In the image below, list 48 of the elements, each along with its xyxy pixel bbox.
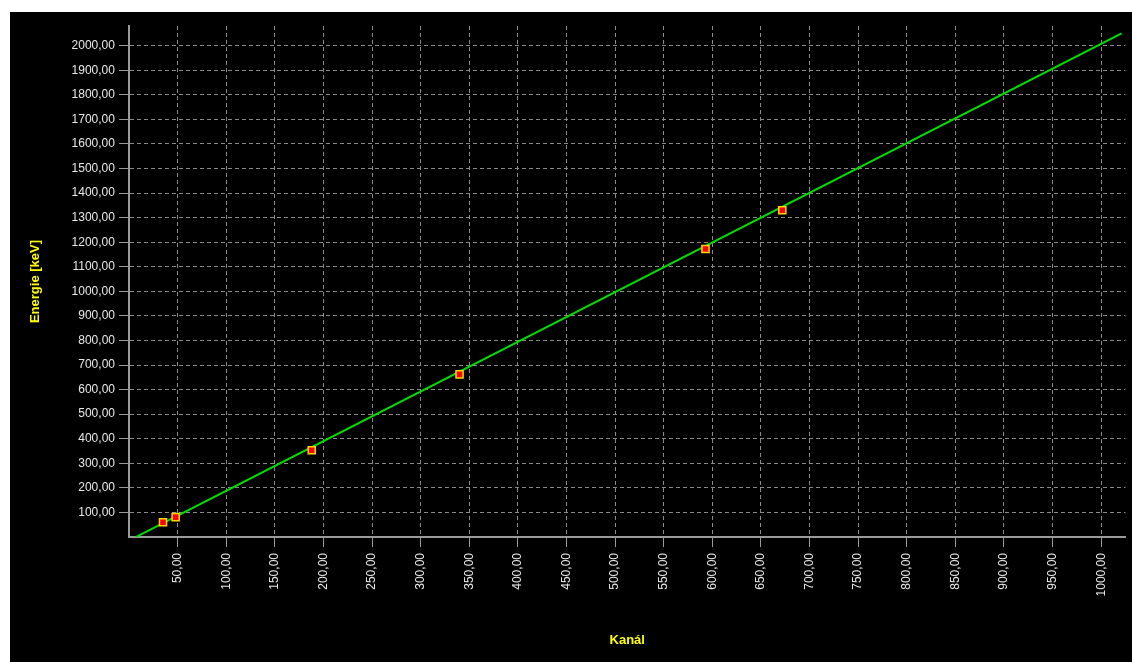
x-tick-label: 50,00 (169, 552, 184, 584)
y-tick-label: 600,00 (78, 381, 116, 396)
y-tick-label: 100,00 (78, 504, 116, 519)
x-tick-label: 350,00 (461, 552, 476, 590)
x-tick-label: 150,00 (267, 552, 282, 590)
y-tick-label: 1100,00 (72, 259, 116, 274)
y-axis-title: Energie [keV] (27, 239, 43, 324)
x-tick-label: 450,00 (558, 552, 573, 590)
x-tick-label: 500,00 (607, 552, 622, 590)
y-tick-label: 1900,00 (71, 62, 116, 77)
point (778, 205, 787, 215)
y-tick-label: 1800,00 (71, 87, 116, 102)
x-tick-label: 600,00 (704, 552, 719, 590)
x-tick-label: 800,00 (899, 552, 914, 590)
x-tick-label: 850,00 (947, 552, 962, 590)
point (171, 512, 180, 522)
y-tick-label: 200,00 (78, 480, 116, 495)
x-tick-label: 400,00 (510, 552, 525, 590)
y-tick-label: 1000,00 (71, 283, 116, 298)
point (455, 370, 464, 379)
y-tick-label: 1400,00 (71, 185, 116, 200)
y-tick-label: 1200,00 (71, 234, 116, 249)
x-axis-title: Kanál (609, 631, 645, 647)
x-tick-label: 300,00 (412, 552, 427, 590)
x-tick-label: 900,00 (996, 552, 1011, 590)
y-tick-label: 800,00 (78, 332, 116, 347)
y-tick-label: 400,00 (78, 431, 116, 446)
y-tick-label: 1600,00 (71, 136, 116, 151)
x-tick-label: 700,00 (801, 552, 816, 590)
point (307, 446, 317, 455)
y-tick-label: 1300,00 (71, 209, 116, 224)
point (158, 518, 168, 527)
y-tick-label: 900,00 (78, 308, 116, 323)
x-tick-label: 550,00 (656, 552, 671, 590)
y-tick-label: 300,00 (78, 455, 116, 470)
y-tick-label: 2000,00 (71, 37, 116, 52)
x-tick-label: 250,00 (364, 552, 379, 590)
y-tick-label: 1700,00 (71, 111, 116, 126)
y-tick-label: 500,00 (78, 406, 116, 421)
x-tick-label: 950,00 (1044, 552, 1059, 590)
x-tick-label: 1000,00 (1093, 552, 1108, 597)
y-tick-label: 700,00 (78, 357, 116, 372)
point (701, 244, 710, 254)
x-tick-label: 650,00 (753, 552, 768, 590)
x-tick-label: 100,00 (218, 552, 233, 590)
x-tick-label: 200,00 (315, 552, 330, 590)
y-tick-label: 1500,00 (71, 160, 116, 175)
x-tick-label: 750,00 (850, 552, 865, 590)
